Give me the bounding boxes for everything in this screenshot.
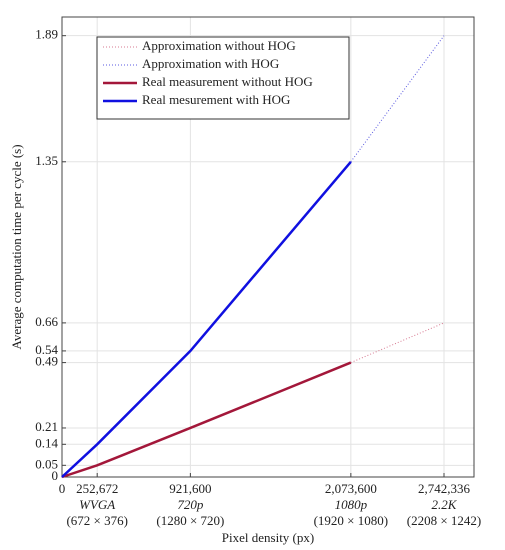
legend-label: Real measurement without HOG — [142, 74, 313, 89]
series-line — [61, 361, 352, 479]
x-tick-name: 2.2K — [432, 497, 458, 512]
x-tick-label: 921,600 — [169, 481, 211, 496]
y-tick-label: 0.21 — [35, 419, 58, 434]
y-tick-label: 0.66 — [35, 314, 58, 329]
x-tick-size: (1920 × 1080) — [314, 513, 389, 528]
y-tick-label: 1.35 — [35, 153, 58, 168]
x-tick-size: (2208 × 1242) — [407, 513, 482, 528]
series-line — [350, 35, 445, 163]
y-axis-label: Average computation time per cycle (s) — [9, 144, 24, 349]
legend-label: Approximation without HOG — [142, 38, 296, 53]
x-tick-name: 720p — [177, 497, 204, 512]
y-tick-label: 0.14 — [35, 435, 58, 450]
x-tick-label: 2,742,336 — [418, 481, 471, 496]
x-tick-size: (1280 × 720) — [156, 513, 224, 528]
y-tick-label: 0 — [52, 468, 59, 483]
plot-frame — [61, 16, 475, 478]
x-tick-label: 252,672 — [76, 481, 118, 496]
y-tick-label: 0.49 — [35, 354, 58, 369]
x-tick-label: 2,073,600 — [325, 481, 377, 496]
x-tick-size: (672 × 376) — [66, 513, 128, 528]
x-tick-name: 1080p — [335, 497, 368, 512]
y-tick-label: 0.05 — [35, 456, 58, 471]
legend-label: Real mesurement with HOG — [142, 92, 290, 107]
series-line — [61, 160, 352, 478]
legend-label: Approximation with HOG — [142, 56, 279, 71]
x-axis-label: Pixel density (px) — [222, 530, 314, 545]
x-tick-name: WVGA — [79, 497, 115, 512]
legend-box — [96, 36, 350, 120]
y-tick-label: 0.54 — [35, 342, 58, 357]
x-tick-label: 0 — [59, 481, 66, 496]
y-tick-label: 1.89 — [35, 27, 58, 42]
series-line — [350, 322, 445, 364]
